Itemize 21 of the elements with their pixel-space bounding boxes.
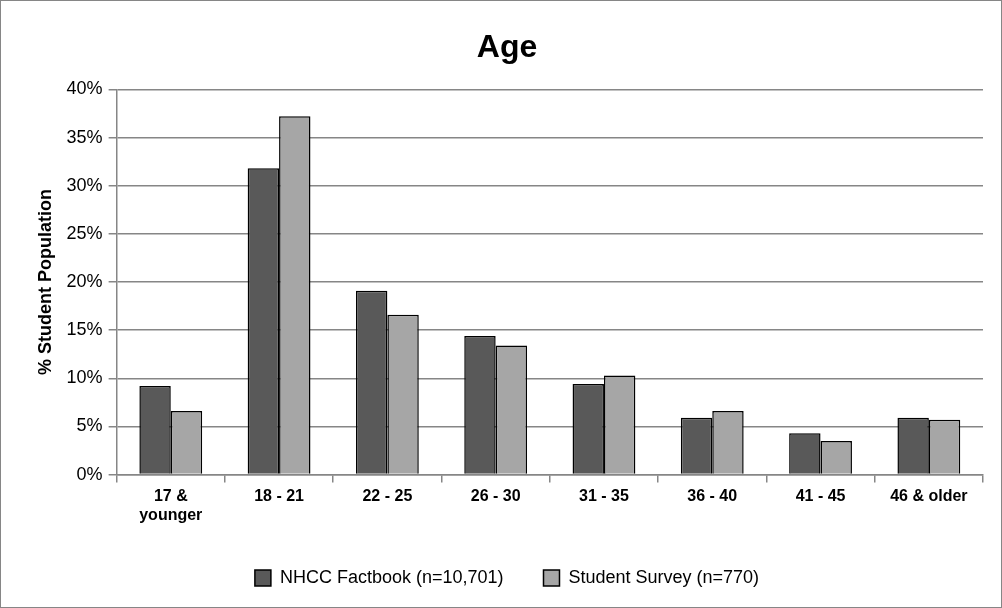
x-tick-label: 26 - 30 bbox=[470, 486, 521, 504]
y-tick-label: 30% bbox=[66, 174, 103, 195]
x-tick-label: 31 - 35 bbox=[579, 486, 629, 504]
y-tick-label: 10% bbox=[66, 367, 103, 388]
y-tick-label: 25% bbox=[66, 222, 103, 243]
x-tick-label: 17 & younger bbox=[139, 486, 203, 523]
x-tick-label: 46 & older bbox=[890, 486, 968, 504]
y-tick-label: 5% bbox=[76, 415, 103, 436]
chart-title: Age bbox=[476, 28, 538, 65]
legend-label: NHCC Factbook (n=10,701) bbox=[279, 566, 504, 587]
y-tick-label: 20% bbox=[66, 270, 103, 291]
y-tick-label: 40% bbox=[66, 78, 103, 99]
x-tick-label: 36 - 40 bbox=[687, 486, 738, 504]
y-tick-label: 35% bbox=[66, 126, 103, 147]
x-tick-label: 41 - 45 bbox=[795, 486, 846, 504]
y-tick-label: 0% bbox=[76, 463, 103, 484]
y-tick-label: 15% bbox=[66, 319, 103, 340]
x-tick-label: 18 - 21 bbox=[254, 486, 305, 504]
y-axis-title: % Student Population bbox=[34, 189, 55, 375]
x-tick-label: 22 - 25 bbox=[362, 486, 413, 504]
legend-label: Student Survey (n=770) bbox=[568, 566, 760, 587]
